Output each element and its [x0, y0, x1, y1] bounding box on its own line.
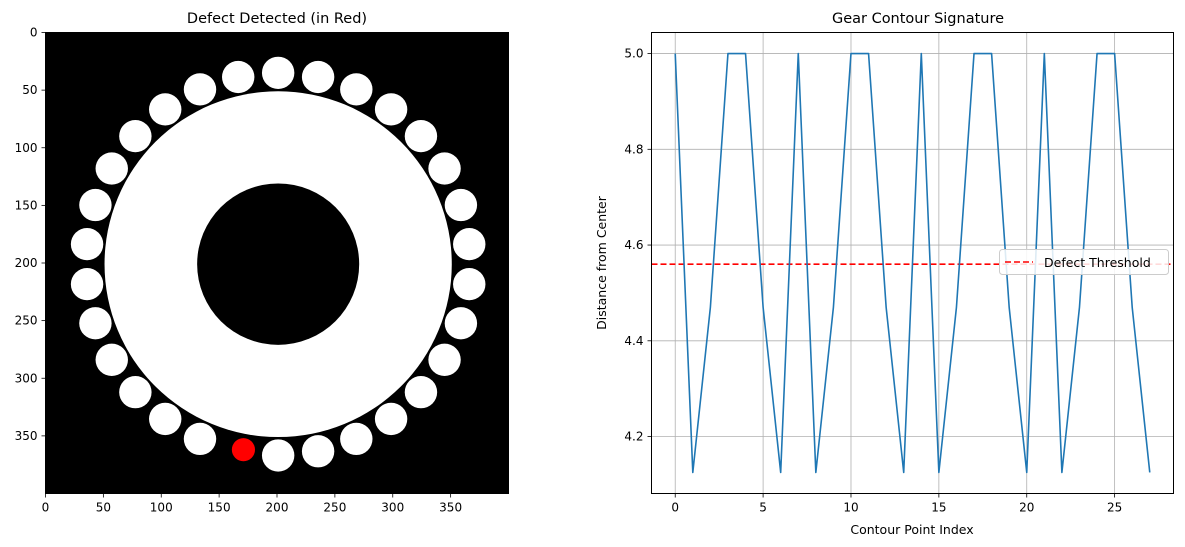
signature-panel: Gear Contour Signature 0 5 10 15 20 25 4.2 4.4… — [594, 11, 1174, 537]
image-x-ticks: 0 50 100 150 200 250 300 350 — [42, 493, 462, 515]
image-y-tick-label: 350 — [15, 429, 38, 443]
gear-tooth — [222, 60, 255, 94]
y-axis-label: Distance from Center — [594, 195, 609, 330]
gear-tooth — [444, 307, 478, 340]
gear-tooth — [183, 422, 217, 456]
x-tick-label: 25 — [1107, 501, 1122, 515]
x-ticks: 0 5 10 15 20 25 — [671, 493, 1122, 515]
legend-box — [999, 249, 1169, 275]
y-tick-label: 4.2 — [624, 430, 643, 444]
gear-tooth — [95, 152, 128, 185]
plot-frame — [651, 32, 1174, 494]
image-x-tick-label: 100 — [150, 501, 173, 515]
gear-tooth — [261, 439, 295, 472]
gear-tooth — [340, 73, 373, 106]
y-ticks: 4.2 4.4 4.6 4.8 5.0 — [624, 47, 652, 444]
x-tick-label: 10 — [843, 501, 858, 515]
gear-tooth — [428, 343, 461, 376]
x-tick-label: 5 — [759, 501, 767, 515]
gear-tooth — [340, 422, 373, 456]
image-x-tick-label: 300 — [381, 501, 404, 515]
image-y-tick-label: 0 — [30, 26, 38, 40]
y-tick-label: 4.6 — [624, 238, 643, 252]
image-x-tick-label: 200 — [266, 501, 289, 515]
y-tick-label: 4.4 — [624, 334, 643, 348]
image-x-tick-label: 50 — [96, 501, 111, 515]
image-y-tick-label: 300 — [15, 371, 38, 385]
gear-tooth — [149, 402, 182, 436]
legend: Defect Threshold — [999, 249, 1169, 275]
gear-tooth — [119, 376, 152, 409]
image-y-tick-label: 200 — [15, 256, 38, 270]
gear-tooth — [444, 188, 478, 222]
gear-tooth — [374, 93, 408, 126]
x-axis-label: Contour Point Index — [850, 522, 973, 537]
gear-tooth — [404, 120, 438, 153]
image-x-tick-label: 250 — [323, 501, 346, 515]
gear-tooth — [301, 60, 335, 94]
gear-tooth — [183, 73, 217, 106]
series-line — [674, 52, 1151, 474]
gear-tooth — [119, 120, 152, 153]
signature-title: Gear Contour Signature — [832, 11, 1004, 27]
gear-tooth — [149, 93, 182, 126]
series-group — [674, 52, 1151, 474]
gear-tooth — [428, 152, 461, 185]
gear-tooth — [301, 435, 335, 468]
image-y-tick-label: 150 — [15, 198, 38, 212]
image-x-tick-label: 350 — [439, 501, 462, 515]
image-y-tick-label: 100 — [15, 141, 38, 155]
x-tick-label: 15 — [931, 501, 946, 515]
gear-tooth — [374, 402, 408, 436]
image-frame — [45, 32, 509, 494]
image-y-tick-label: 250 — [15, 314, 38, 328]
gear-tooth — [70, 268, 104, 301]
gear-bore — [197, 183, 360, 345]
gear-tooth — [453, 228, 486, 261]
gear-tooth — [404, 376, 438, 409]
legend-threshold-label: Defect Threshold — [1044, 255, 1151, 270]
image-x-tick-label: 150 — [208, 501, 231, 515]
defect-marker — [231, 438, 256, 462]
y-tick-label: 5.0 — [624, 47, 643, 61]
x-tick-label: 0 — [671, 501, 679, 515]
image-y-tick-label: 50 — [22, 83, 37, 97]
x-tick-label: 20 — [1019, 501, 1034, 515]
image-x-tick-label: 0 — [42, 501, 50, 515]
gear — [70, 56, 486, 472]
gear-tooth — [261, 56, 295, 89]
gear-tooth — [79, 188, 112, 222]
gear-tooth — [79, 307, 112, 340]
image-y-ticks: 0 50 100 150 200 250 300 350 — [15, 26, 46, 443]
y-tick-label: 4.8 — [624, 142, 643, 156]
image-panel: Defect Detected (in Red) 0 50 100 150 200 250… — [15, 11, 509, 515]
gear-tooth — [95, 343, 128, 376]
gear-tooth — [453, 268, 486, 301]
gear-tooth — [70, 228, 104, 261]
image-title: Defect Detected (in Red) — [187, 11, 367, 27]
